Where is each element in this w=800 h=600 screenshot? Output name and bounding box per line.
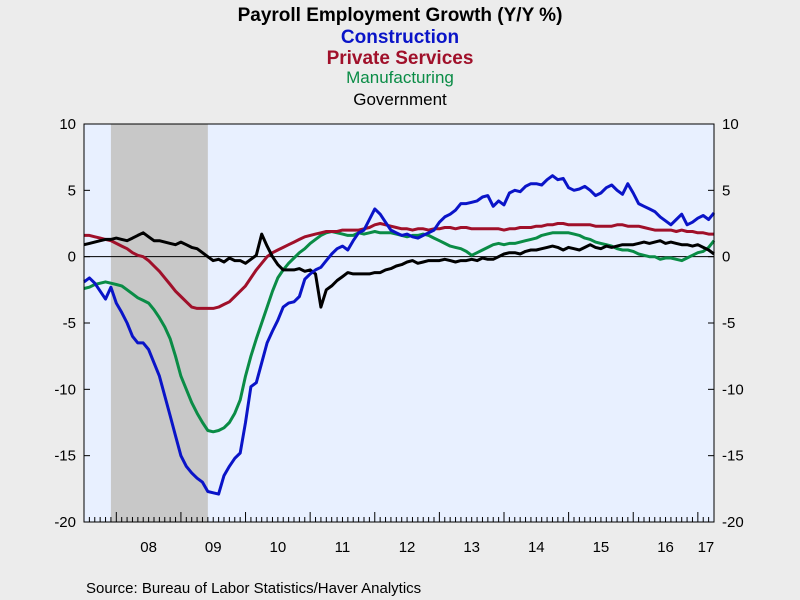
- source-note: Source: Bureau of Labor Statistics/Haver…: [86, 580, 421, 597]
- x-tick-label: 15: [593, 539, 610, 556]
- y-tick-label-left: -10: [54, 381, 76, 398]
- y-tick-label-right: -15: [722, 448, 744, 465]
- axis-layer: 10 10 5 5 0 0 -5 -5 -10 -10 -15 -15 -20 -20 08 09 10 11 12…: [54, 116, 743, 556]
- y-tick-label-left: -20: [54, 514, 76, 531]
- x-tick-label: 12: [399, 539, 416, 556]
- legend-government: Government: [353, 90, 447, 109]
- y-tick-label-left: 0: [68, 249, 76, 266]
- x-tick-label: 16: [657, 539, 674, 556]
- x-tick-label: 10: [270, 539, 287, 556]
- legend-manufacturing: Manufacturing: [346, 68, 454, 87]
- y-tick-label-right: -20: [722, 514, 744, 531]
- y-tick-label-right: -10: [722, 381, 744, 398]
- y-tick-label-right: 5: [722, 182, 730, 199]
- series-line-government: [83, 231, 715, 309]
- y-tick-label-left: 5: [68, 182, 76, 199]
- series-layer: [83, 174, 716, 496]
- series-line-private-services: [84, 222, 714, 310]
- x-tick-label: 17: [698, 539, 715, 556]
- legend-private-services: Private Services: [327, 48, 474, 69]
- series-line-construction: [83, 174, 716, 496]
- legend-construction: Construction: [341, 27, 459, 48]
- y-tick-label-right: 0: [722, 249, 730, 266]
- x-tick-label: 08: [140, 539, 157, 556]
- y-tick-label-left: 10: [59, 116, 76, 133]
- y-tick-label-right: 10: [722, 116, 739, 133]
- y-tick-label-left: -15: [54, 448, 76, 465]
- x-tick-label: 09: [205, 539, 222, 556]
- y-tick-label-left: -5: [63, 315, 76, 332]
- x-tick-label: 14: [528, 539, 545, 556]
- x-tick-label: 11: [335, 539, 351, 556]
- x-tick-label: 13: [463, 539, 480, 556]
- chart-title: Payroll Employment Growth (Y/Y %): [238, 5, 563, 26]
- y-tick-label-right: -5: [722, 315, 735, 332]
